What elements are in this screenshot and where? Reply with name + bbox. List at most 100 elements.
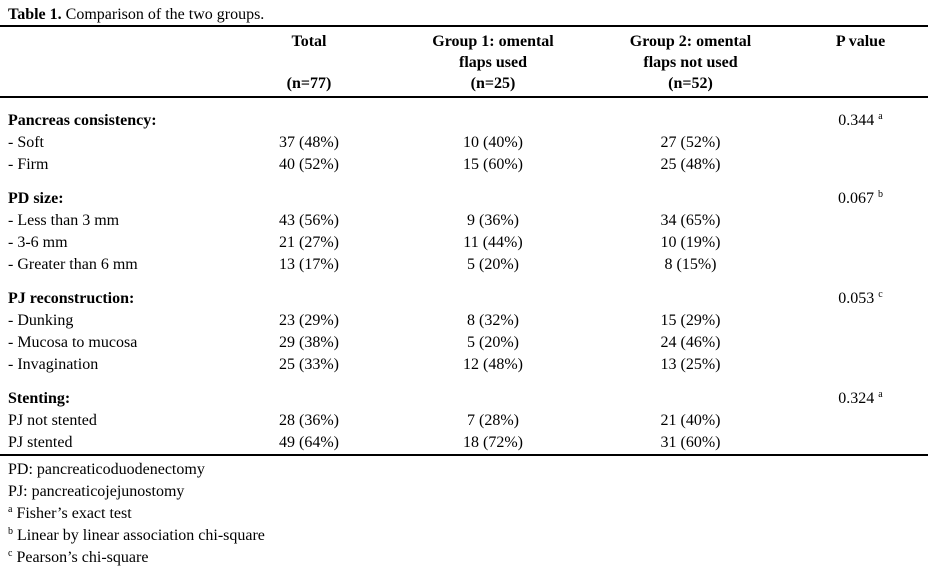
group1-value: 5 (20%) [467, 256, 519, 273]
footnote-text: Fisher’s exact test [16, 505, 132, 522]
p-value: 0.344 [838, 112, 875, 129]
empty-cell [220, 276, 398, 310]
footnote-b: b Linear by linear association chi-square [8, 525, 928, 547]
p-value: 0.067 [838, 190, 874, 207]
empty-cell [793, 132, 928, 154]
empty-cell [793, 210, 928, 232]
p-value-superscript: b [878, 188, 883, 200]
header-group2-line1: Group 2: omental [629, 33, 752, 50]
table-title-text: Comparison of the two groups. [61, 6, 265, 23]
table-row: PJ not stented 28 (36%) 7 (28%) 21 (40%) [0, 410, 928, 432]
header-row: Total (n=77) Group 1: omental flaps used… [0, 27, 928, 98]
row-label: - 3-6 mm [8, 234, 68, 251]
header-group2-n: (n=52) [668, 75, 713, 92]
header-empty-cell [0, 27, 220, 98]
table-row: - Dunking 23 (29%) 8 (32%) 15 (29%) [0, 310, 928, 332]
group2-value: 10 (19%) [660, 234, 721, 251]
row-label: PJ not stented [8, 412, 97, 429]
section-name: Stenting: [8, 390, 71, 407]
footnote-marker: c [8, 547, 13, 559]
header-p-value: P value [793, 27, 928, 98]
table-row: - Less than 3 mm 43 (56%) 9 (36%) 34 (65%) [0, 210, 928, 232]
empty-cell [793, 154, 928, 176]
table-title: Table 1. Comparison of the two groups. [0, 0, 928, 27]
empty-cell [793, 332, 928, 354]
footnote-a: a Fisher’s exact test [8, 503, 928, 525]
total-value: 28 (36%) [279, 412, 339, 429]
table-title-label: Table 1. [8, 6, 62, 23]
p-value-cell: 0.067 b [793, 176, 928, 210]
p-value-superscript: c [878, 288, 883, 300]
total-value: 43 (56%) [279, 212, 339, 229]
comparison-table: Total (n=77) Group 1: omental flaps used… [0, 27, 928, 456]
footnote-marker: a [8, 503, 13, 515]
empty-cell [793, 432, 928, 455]
section-header-row: PD size: 0.067 b [0, 176, 928, 210]
table-row: PJ stented 49 (64%) 18 (72%) 31 (60%) [0, 432, 928, 455]
empty-cell [398, 176, 588, 210]
header-p-value-line1: P value [835, 33, 886, 50]
empty-cell [793, 232, 928, 254]
header-total-line1: Total [291, 33, 327, 50]
row-label: - Mucosa to mucosa [8, 334, 138, 351]
empty-cell [588, 376, 793, 410]
p-value-superscript: a [878, 388, 883, 400]
table-row: - Mucosa to mucosa 29 (38%) 5 (20%) 24 (46%… [0, 332, 928, 354]
empty-cell [220, 97, 398, 132]
header-group1-n: (n=25) [470, 75, 516, 92]
group2-value: 34 (65%) [660, 212, 721, 229]
section-header-row: Pancreas consistency: 0.344 a [0, 97, 928, 132]
group2-value: 27 (52%) [660, 134, 721, 151]
header-group1-line1: Group 1: omental [432, 33, 554, 50]
empty-cell [588, 276, 793, 310]
group2-value: 15 (29%) [660, 312, 721, 329]
p-value-cell: 0.053 c [793, 276, 928, 310]
group1-value: 18 (72%) [463, 434, 523, 451]
table-row: - Invagination 25 (33%) 12 (48%) 13 (25%) [0, 354, 928, 376]
table-header: Total (n=77) Group 1: omental flaps used… [0, 27, 928, 98]
row-label: - Greater than 6 mm [8, 256, 138, 273]
header-total-line2 [220, 52, 398, 73]
section-name: Pancreas consistency: [8, 112, 157, 129]
group1-value: 9 (36%) [467, 212, 519, 229]
empty-cell [793, 254, 928, 276]
header-total: Total (n=77) [220, 27, 398, 98]
group2-value: 31 (60%) [660, 434, 721, 451]
total-value: 13 (17%) [279, 256, 339, 273]
empty-cell [588, 97, 793, 132]
row-label: - Firm [8, 156, 49, 173]
header-p-value-line3 [793, 73, 928, 94]
table-body: Pancreas consistency: 0.344 a - Soft 37 (48%… [0, 97, 928, 455]
total-value: 49 (64%) [279, 434, 339, 451]
footnote-c: c Pearson’s chi-square [8, 547, 928, 569]
empty-cell [398, 376, 588, 410]
footnote-pd: PD: pancreaticoduodenectomy [8, 459, 928, 481]
group1-value: 11 (44%) [463, 234, 523, 251]
total-value: 21 (27%) [279, 234, 339, 251]
p-value-superscript: a [878, 110, 883, 122]
empty-cell [793, 354, 928, 376]
empty-cell [588, 176, 793, 210]
p-value-cell: 0.324 a [793, 376, 928, 410]
header-group1: Group 1: omental flaps used (n=25) [398, 27, 588, 98]
p-value: 0.324 [838, 390, 875, 407]
row-label: - Dunking [8, 312, 74, 329]
header-p-value-line2 [793, 52, 928, 73]
group2-value: 8 (15%) [664, 256, 717, 273]
group2-value: 13 (25%) [660, 356, 721, 373]
group1-value: 15 (60%) [463, 156, 523, 173]
group1-value: 5 (20%) [467, 334, 519, 351]
header-group2-line2: flaps not used [643, 54, 738, 71]
table-row: - Greater than 6 mm 13 (17%) 5 (20%) 8 (15%… [0, 254, 928, 276]
footnote-pj: PJ: pancreaticojejunostomy [8, 481, 928, 503]
row-label: - Invagination [8, 356, 99, 373]
header-total-n: (n=77) [286, 75, 332, 92]
section-name: PD size: [8, 190, 64, 207]
total-value: 23 (29%) [279, 312, 339, 329]
total-value: 25 (33%) [279, 356, 339, 373]
section-name: PJ reconstruction: [8, 290, 135, 307]
empty-cell [793, 410, 928, 432]
section-header-row: Stenting: 0.324 a [0, 376, 928, 410]
section-header-row: PJ reconstruction: 0.053 c [0, 276, 928, 310]
